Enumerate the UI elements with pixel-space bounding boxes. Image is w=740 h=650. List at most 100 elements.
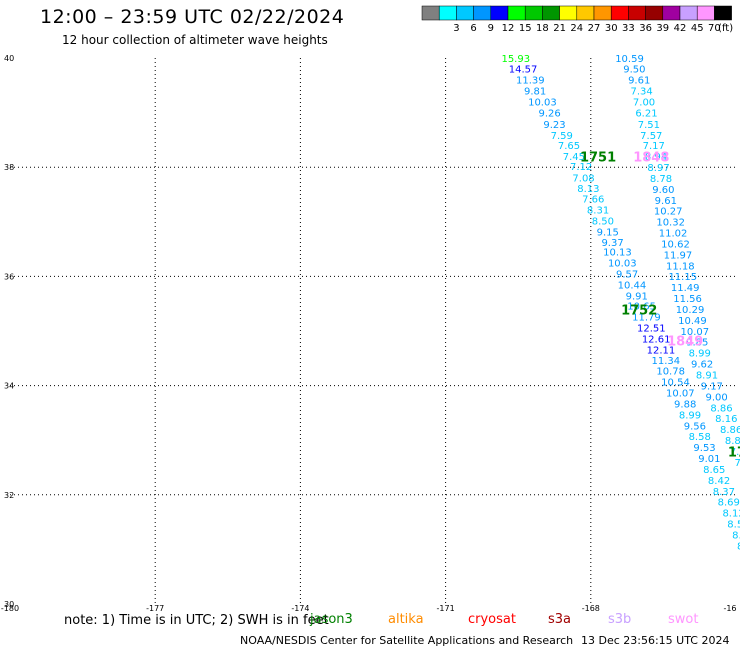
swh-value-label: 7.17 <box>643 141 665 152</box>
swh-value-label: 12.61 <box>642 334 671 345</box>
legend-swatch <box>542 5 560 21</box>
legend-swatch <box>610 5 629 21</box>
time-label: 1752 <box>621 304 657 319</box>
swh-value-label: 9.56 <box>684 421 706 432</box>
swh-value-label: 11.56 <box>673 294 702 305</box>
legend-label: 42 <box>674 23 687 34</box>
swh-value-label: 12.11 <box>647 345 676 356</box>
legend-label: 39 <box>656 23 669 34</box>
legend-label: 33 <box>622 23 635 34</box>
swh-value-label: 10.27 <box>654 207 683 218</box>
swh-value-label: 8.88 <box>725 436 740 447</box>
swh-value-label: 8.78 <box>650 174 672 185</box>
swh-value-label: 7.51 <box>638 120 660 131</box>
color-legend: 3 6 9 12 15 18 21 24 27 30 33 36 39 42 45 70(ft) <box>421 5 733 34</box>
swh-value-label: 11.34 <box>651 356 680 367</box>
legend-label: 27 <box>588 23 601 34</box>
swh-value-label: 8.99 <box>679 410 701 421</box>
axes: -180 -177 -174 -171 -168 -16 30 32 34 36 38 40 <box>1 54 737 613</box>
swh-value-label: 7.08 <box>572 173 594 184</box>
swh-value-label: 10.07 <box>681 327 710 338</box>
swh-value-label: 9.62 <box>691 360 713 371</box>
legend-label: 3 <box>453 23 459 34</box>
swh-value-label: 7.59 <box>551 131 573 142</box>
y-tick-label: 32 <box>4 491 14 500</box>
swh-value-label: 14.57 <box>509 65 538 76</box>
legend-swatch <box>645 5 664 21</box>
swh-value-label: 7.57 <box>640 131 662 142</box>
mission-label: jason3 <box>310 612 353 627</box>
swh-value-label: 11.18 <box>666 261 695 272</box>
swh-value-label: 8.69 <box>718 498 740 509</box>
y-tick-label: 36 <box>4 272 14 281</box>
footnote: note: 1) Time is in UTC; 2) SWH is in fe… <box>64 613 329 628</box>
swh-value-label: 11.49 <box>671 283 700 294</box>
swh-value-label: 10.07 <box>666 389 695 400</box>
x-tick-label: -174 <box>291 604 309 613</box>
swh-value-label: 7.45 <box>563 152 585 163</box>
legend-swatch <box>456 5 474 21</box>
swh-value-label: 9.81 <box>524 87 546 98</box>
legend-swatch <box>593 5 612 21</box>
legend-swatch <box>559 5 578 21</box>
legend-label: 9 <box>488 23 494 34</box>
y-tick-label: 38 <box>4 163 14 172</box>
swh-value-label: 9.61 <box>628 76 650 87</box>
swh-value-label: 9.00 <box>706 392 728 403</box>
swh-value-label: 8.50 <box>592 217 614 228</box>
legend-swatch <box>421 5 440 21</box>
swh-value-label: 15.93 <box>501 54 530 65</box>
swh-value-label: 10.49 <box>678 316 707 327</box>
time-label: 1751 <box>580 151 616 166</box>
y-tick-label: 34 <box>4 382 14 391</box>
swh-value-label: 8.94 <box>645 152 667 163</box>
swh-value-label: 11.02 <box>659 229 688 240</box>
swh-value-label: 7.12 <box>570 162 592 173</box>
mission-label: s3a <box>548 612 572 627</box>
swh-value-label: 11.15 <box>668 272 697 283</box>
legend-swatch <box>576 5 595 21</box>
swh-value-label: 7.58 <box>730 447 740 458</box>
swh-value-label: 8.13 <box>577 184 599 195</box>
swh-value-label: 10.03 <box>608 259 637 270</box>
swh-value-label: 9.85 <box>686 338 708 349</box>
swh-value-label: 11.39 <box>516 76 545 87</box>
x-tick-label: -180 <box>1 604 19 613</box>
time-labels: 1751 1848 1752 1849 17 <box>580 151 740 461</box>
legend-label: 15 <box>519 23 532 34</box>
data-points: 15.9314.5711.399.8110.039.269.237.597.65… <box>501 54 740 553</box>
swh-value-label: 7.70 <box>735 458 740 469</box>
legend-swatch <box>490 5 509 21</box>
swh-value-label: 10.03 <box>528 98 557 109</box>
legend-swatch <box>473 5 492 21</box>
swh-value-label: 10.13 <box>603 248 632 259</box>
swh-value-label: 9.53 <box>693 443 715 454</box>
swh-value-label: 10.78 <box>656 367 685 378</box>
x-tick-label: -168 <box>582 604 600 613</box>
legend-swatch <box>438 5 457 21</box>
time-label: 1849 <box>667 335 703 350</box>
mission-label: cryosat <box>468 612 516 627</box>
legend-label: 45 <box>691 23 704 34</box>
grid-lines <box>10 58 736 604</box>
swh-value-label: 7.00 <box>633 98 655 109</box>
page-subtitle: 12 hour collection of altimeter wave hei… <box>62 33 328 47</box>
swh-value-label: 12.51 <box>637 324 666 335</box>
swh-value-label: 8.59 <box>737 541 740 552</box>
legend-label: 70 <box>708 23 721 34</box>
swh-value-label: 8.16 <box>715 414 737 425</box>
swh-value-label: 9.91 <box>626 291 648 302</box>
x-tick-label: -16 <box>723 604 736 613</box>
swh-value-label: 11.97 <box>664 250 693 261</box>
page-title: 12:00 – 23:59 UTC 02/22/2024 <box>40 6 345 28</box>
swh-value-label: 8.37 <box>713 487 735 498</box>
legend-swatch <box>696 5 715 21</box>
swh-value-label: 8.99 <box>689 349 711 360</box>
swh-value-label: 9.50 <box>623 65 645 76</box>
swh-value-label: 8.34 <box>732 530 740 541</box>
swh-value-label: 10.29 <box>676 305 705 316</box>
swh-value-label: 8.65 <box>703 465 725 476</box>
footer-timestamp: 13 Dec 23:56:15 UTC 2024 <box>581 634 730 647</box>
swh-value-label: 9.15 <box>597 227 619 238</box>
